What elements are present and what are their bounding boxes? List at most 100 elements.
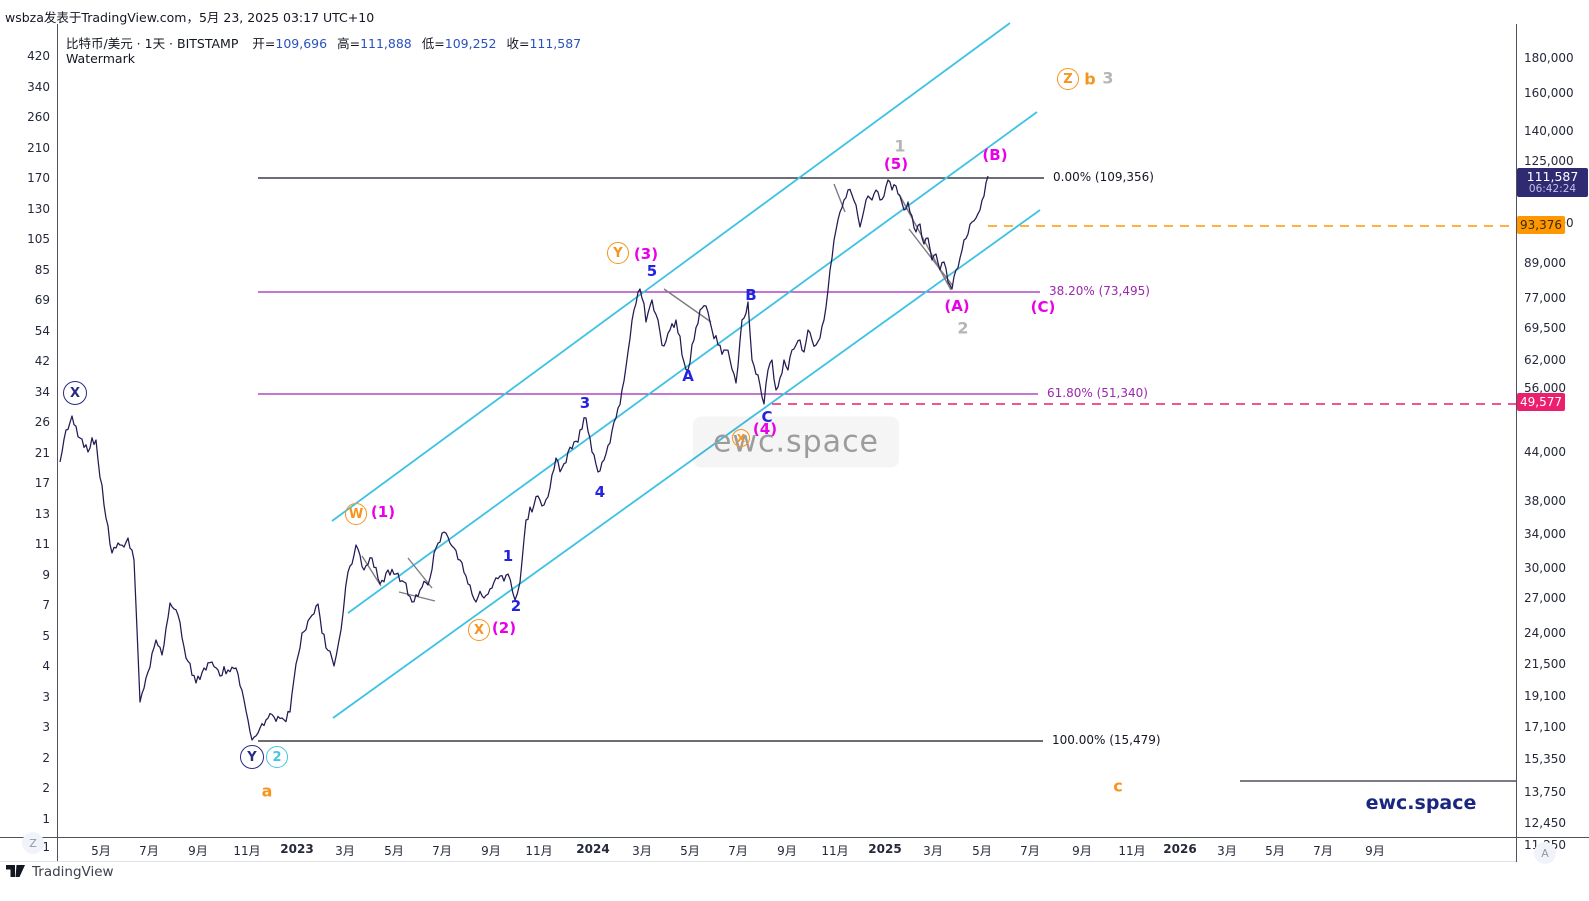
right-axis-tick: 12,450	[1524, 816, 1566, 830]
time-axis-tick: 5月	[680, 844, 700, 858]
wave-label-b[interactable]: b	[1084, 69, 1096, 89]
right-axis-tick: 56,000	[1524, 381, 1566, 395]
time-axis-tick: 7月	[1020, 844, 1040, 858]
last-price-label: 111,587 06:42:24	[1517, 168, 1588, 197]
price-series[interactable]	[59, 175, 989, 741]
wave-label-3[interactable]: 3	[579, 394, 591, 412]
left-price-axis[interactable]: 420 340 260 210 170 130 105 85 69 54 42 34 26 21 17 13 1…	[0, 24, 57, 854]
channel-trendline[interactable]	[332, 209, 1041, 719]
left-scale-settings-button[interactable]: Z	[22, 832, 44, 854]
wave-label-c[interactable]: c	[1113, 776, 1123, 796]
left-axis-tick: 3	[42, 720, 50, 734]
orange-level-price-label: 93,376	[1517, 216, 1565, 234]
wave-label-X[interactable]: X	[732, 429, 750, 447]
right-axis-tick: 19,100	[1524, 689, 1566, 703]
left-axis-tick: 34	[34, 385, 50, 399]
right-axis-tick: 24,000	[1524, 626, 1566, 640]
time-axis-tick: 7月	[728, 844, 748, 858]
wave-label-4[interactable]: (4)	[752, 420, 778, 438]
wave-label-B[interactable]: (B)	[982, 146, 1008, 164]
wave-label-A[interactable]: (A)	[944, 297, 970, 315]
right-axis-tick: 160,000	[1524, 86, 1574, 100]
wave-label-X[interactable]: X	[468, 619, 490, 641]
time-axis-tick: 11月	[1118, 844, 1146, 858]
left-axis-tick: 26	[34, 415, 50, 429]
wave-label-C[interactable]: C	[761, 408, 773, 426]
wave-label-1[interactable]: 1	[894, 136, 906, 156]
left-axis-tick: 1	[42, 840, 50, 854]
wave-label-2[interactable]: 2	[266, 746, 288, 768]
right-axis-tick: 140,000	[1524, 124, 1574, 138]
bar-countdown: 06:42:24	[1528, 182, 1577, 195]
wave-label-Y[interactable]: Y	[240, 745, 264, 769]
symbol-title[interactable]: 比特币/美元 · 1天 · BITSTAMP	[66, 36, 239, 51]
wave-label-5[interactable]: 5	[646, 262, 658, 280]
pink-level-price-label: 49,577	[1517, 393, 1565, 411]
wave-label-4[interactable]: 4	[594, 483, 606, 501]
left-axis-tick: 42	[34, 354, 50, 368]
right-axis-tick: 180,000	[1524, 51, 1574, 65]
right-scale-settings-button[interactable]: A	[1534, 842, 1556, 864]
time-axis-tick: 3月	[335, 844, 355, 858]
ohlc-values: 开=109,696 高=111,888 低=109,252 收=111,587	[252, 33, 591, 52]
right-axis-tick: 27,000	[1524, 591, 1566, 605]
fib-level-label: 100.00% (15,479)	[1052, 733, 1161, 747]
time-axis-tick: 5月	[972, 844, 992, 858]
ohlc-value: 111,888	[360, 36, 412, 51]
channel-trendline[interactable]	[331, 22, 1011, 522]
time-axis-border	[0, 837, 1589, 838]
last-price-value: 111,587	[1526, 168, 1579, 184]
tradingview-logo-text: TradingView	[32, 863, 114, 880]
fib-level-label: 0.00% (109,356)	[1053, 170, 1154, 184]
wave-label-1[interactable]: (1)	[370, 503, 396, 521]
symbol-legend[interactable]: 比特币/美元 · 1天 · BITSTAMP 开=109,696 高=111,88…	[66, 33, 591, 52]
wave-label-a[interactable]: a	[261, 781, 273, 801]
time-axis-tick: 2023	[280, 842, 314, 856]
left-axis-tick: 1	[42, 812, 50, 826]
channel-trendline[interactable]	[347, 111, 1038, 614]
wave-label-5[interactable]: (5)	[883, 155, 909, 173]
ohlc-item: 低=109,252	[422, 36, 497, 51]
gray-trend-segment[interactable]	[398, 591, 436, 602]
time-axis-tick: 11月	[525, 844, 553, 858]
gray-trend-segment[interactable]	[361, 555, 382, 587]
left-axis-tick: 210	[27, 141, 50, 155]
wave-label-C[interactable]: (C)	[1030, 298, 1056, 316]
wave-label-2[interactable]: (2)	[491, 619, 517, 637]
time-axis-tick: 9月	[188, 844, 208, 858]
right-axis-tick: 15,350	[1524, 752, 1566, 766]
ohlc-label: 收=	[506, 36, 530, 51]
ohlc-value: 109,252	[444, 36, 497, 51]
gray-trend-segment[interactable]	[833, 183, 846, 213]
time-axis-tick: 5月	[1265, 844, 1285, 858]
right-axis-tick: 34,000	[1524, 527, 1566, 541]
wave-label-Z[interactable]: Z	[1057, 68, 1079, 90]
toolbar-divider	[0, 861, 1516, 862]
wave-label-1[interactable]: 1	[502, 547, 514, 565]
time-axis-tick: 2025	[868, 842, 902, 856]
wave-label-3[interactable]: (3)	[633, 245, 659, 263]
right-axis-tick: 77,000	[1524, 291, 1566, 305]
wave-label-W[interactable]: W	[345, 503, 367, 525]
wave-label-X[interactable]: X	[63, 381, 87, 405]
left-axis-tick: 21	[34, 446, 50, 460]
wave-label-Y[interactable]: Y	[607, 242, 629, 264]
time-axis-tick: 3月	[923, 844, 943, 858]
gray-trend-segment[interactable]	[663, 288, 712, 323]
wave-label-3[interactable]: 3	[1102, 68, 1114, 88]
time-axis-tick: 3月	[632, 844, 652, 858]
wave-label-B[interactable]: B	[745, 286, 757, 304]
right-price-axis[interactable]: 180,000160,000140,000125,000101,00089,00…	[1517, 24, 1589, 852]
attribution-text: wsbza发表于TradingView.com，5月 23, 2025 03:1…	[5, 10, 375, 25]
tradingview-logo[interactable]: TradingView	[6, 863, 114, 880]
time-axis-tick: 7月	[139, 844, 159, 858]
wave-label-2[interactable]: 2	[957, 318, 969, 338]
right-axis-tick: 69,500	[1524, 321, 1566, 335]
time-axis-tick: 3月	[1217, 844, 1237, 858]
ohlc-item: 收=111,587	[506, 36, 581, 51]
time-axis-tick: 11月	[821, 844, 849, 858]
wave-label-A[interactable]: A	[682, 367, 694, 385]
wave-label-2[interactable]: 2	[510, 597, 522, 615]
